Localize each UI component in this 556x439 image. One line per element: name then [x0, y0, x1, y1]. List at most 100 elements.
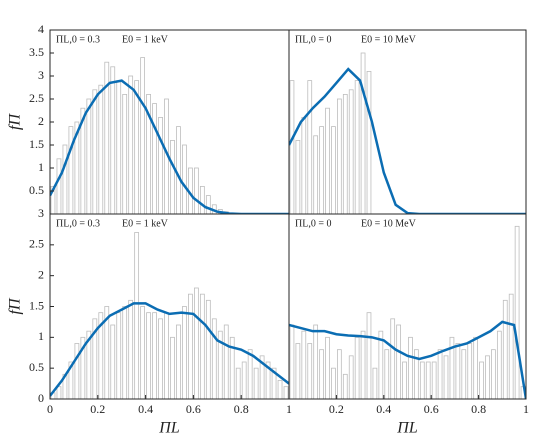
histogram-bar: [86, 98, 92, 214]
histogram-bar: [449, 336, 455, 399]
y-axis-label: fΠ: [7, 113, 24, 130]
histogram-bar: [378, 330, 384, 399]
histogram-bar: [437, 349, 443, 399]
x-axis-label: ΠL: [158, 420, 180, 437]
y-tick-label: 1.5: [29, 298, 44, 312]
histogram-bar: [164, 312, 169, 399]
histogram-bar: [313, 135, 319, 214]
y-tick-label: 4: [38, 22, 44, 36]
histogram-bar: [336, 98, 342, 214]
x-tick-label: 1: [286, 402, 292, 416]
histogram-bar: [205, 299, 211, 399]
histogram-bar: [80, 336, 86, 399]
histogram-bar: [205, 195, 211, 214]
histogram-bar: [199, 293, 205, 399]
histogram-bar: [158, 318, 163, 399]
histogram-bar: [336, 349, 342, 399]
histogram-bar: [170, 336, 175, 399]
histogram-bar: [182, 306, 187, 399]
histogram-bar: [496, 330, 502, 399]
histogram-bar: [419, 361, 425, 399]
histogram-bar: [491, 349, 496, 399]
x-tick-label: 0.2: [329, 402, 344, 416]
histogram-bar: [253, 367, 259, 399]
histogram-bar: [360, 52, 366, 214]
x-tick-label: 0.2: [90, 402, 105, 416]
histogram-bar: [104, 306, 110, 399]
histogram-bar: [223, 324, 229, 399]
histogram-bar: [396, 324, 401, 399]
histogram-bar: [467, 343, 473, 399]
histogram-bar: [134, 232, 140, 399]
x-tick-label: 1: [523, 402, 529, 416]
histogram-bar: [259, 355, 265, 399]
histogram-bar: [265, 361, 271, 399]
y-axis-label: fΠ: [7, 297, 24, 314]
y-tick-label: 2.5: [29, 91, 44, 105]
x-tick-label: 0.6: [424, 402, 439, 416]
histogram-bar: [140, 57, 145, 214]
histogram-bar: [479, 361, 484, 399]
histogram-bar: [80, 107, 86, 214]
histogram-bar: [128, 75, 134, 214]
histogram-bar: [104, 61, 110, 214]
annotation: E0 = 10 MeV: [361, 34, 417, 45]
y-tick-label: 0: [38, 391, 44, 405]
histogram-bar: [182, 144, 187, 214]
annotation: ΠL,0 = 0: [295, 218, 331, 229]
histogram-bar: [68, 126, 74, 214]
y-tick-label: 2.5: [29, 237, 44, 251]
histogram-bar: [98, 84, 104, 214]
x-tick-label: 0.8: [471, 402, 486, 416]
histogram-bar: [325, 336, 330, 399]
histogram-bar: [110, 324, 116, 399]
histogram-bar: [366, 312, 372, 399]
histogram-bar: [508, 293, 514, 399]
histogram-bar: [360, 330, 366, 399]
histogram-bar: [170, 139, 175, 214]
histogram-bar: [140, 306, 145, 399]
histogram-bar: [443, 355, 449, 399]
histogram-bar: [348, 355, 354, 399]
histogram-bar: [342, 373, 348, 399]
y-tick-label: 1: [38, 329, 44, 343]
axes-frame: [49, 29, 290, 215]
histogram-bar: [408, 336, 413, 399]
histogram-bar: [307, 80, 313, 214]
y-tick-label: 2: [38, 114, 44, 128]
histogram-bar: [56, 158, 62, 214]
histogram-bar: [289, 324, 295, 399]
histogram-bar: [431, 361, 437, 399]
y-tick-label: 0.5: [29, 360, 44, 374]
axes-frame: [49, 213, 290, 400]
density-curve: [50, 302, 289, 397]
histogram-bar: [384, 349, 390, 399]
x-tick-label: 0.8: [234, 402, 249, 416]
histogram-bar: [74, 121, 80, 214]
histogram-bar: [211, 318, 217, 399]
histogram-bar: [319, 349, 324, 399]
x-tick-label: 0.4: [138, 402, 153, 416]
histogram-bar: [92, 318, 98, 399]
annotation: E0 = 1 keV: [122, 34, 169, 45]
y-tick-label: 3: [38, 206, 44, 220]
histogram-bar: [92, 89, 98, 214]
axes-frame: [288, 213, 527, 400]
histogram-bar: [68, 361, 74, 399]
histogram-bar: [277, 380, 283, 399]
histogram-bar: [372, 367, 378, 399]
annotation: E0 = 10 MeV: [361, 218, 417, 229]
histogram-bar: [301, 117, 307, 214]
histogram-bar: [152, 312, 157, 399]
histogram-bar: [354, 80, 360, 214]
histogram-bar: [283, 386, 289, 399]
histogram-bar: [390, 318, 396, 399]
histogram-bar: [158, 117, 163, 214]
histogram-bar: [289, 80, 295, 214]
histogram-bar: [342, 94, 348, 214]
histogram-bar: [425, 361, 431, 399]
histogram-bar: [301, 330, 307, 399]
annotation: ΠL,0 = 0.3: [56, 34, 100, 45]
x-tick-label: 0.4: [376, 402, 391, 416]
